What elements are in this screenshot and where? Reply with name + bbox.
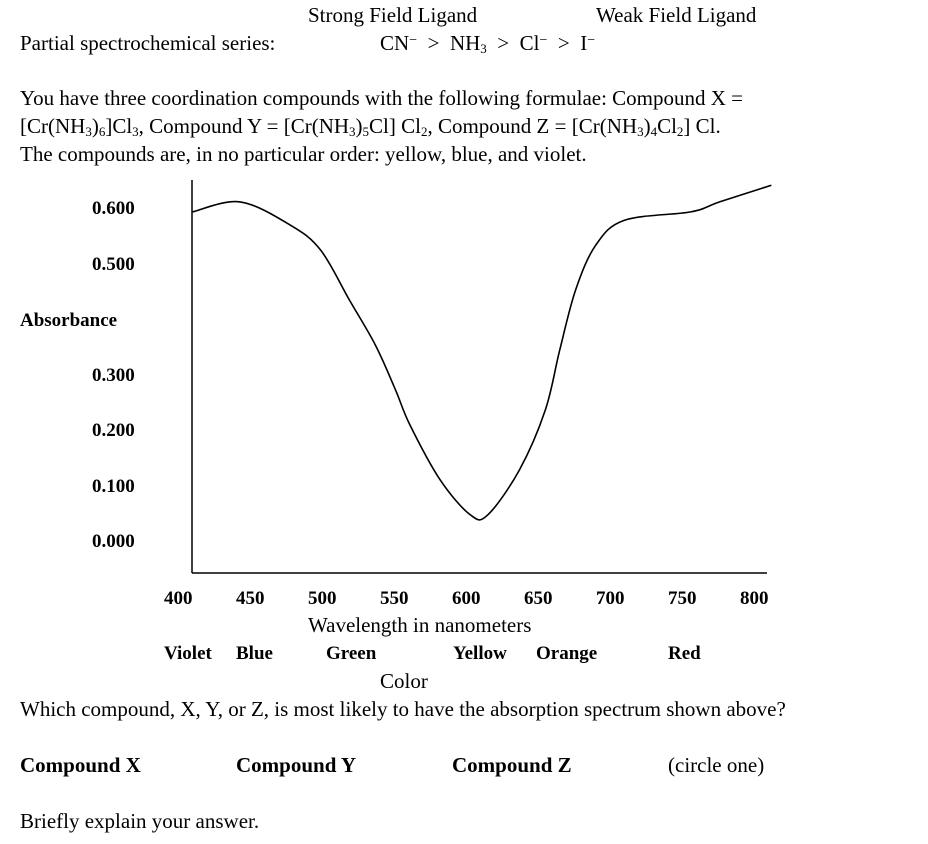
- spectrochemical-series: CN− > NH3 > Cl− > I−: [380, 31, 596, 56]
- subscript: 3: [132, 124, 139, 139]
- color-green: Green: [326, 643, 377, 664]
- formula-text: , Compound Y = [Cr(NH: [138, 114, 350, 138]
- absorbance-curve: [192, 184, 772, 521]
- explain-prompt: Briefly explain your answer.: [20, 809, 260, 833]
- question: Which compound, X, Y, or Z, is most like…: [20, 697, 786, 721]
- x-tick-label: 750: [668, 588, 697, 609]
- formula-text: [Cr(NH: [20, 114, 86, 138]
- ligand-nh3: NH3: [449, 31, 487, 56]
- formula-text: Cl: [657, 114, 677, 138]
- choice-compound-z[interactable]: Compound Z: [452, 753, 572, 777]
- x-tick-label: 700: [596, 588, 625, 609]
- subscript: 3: [85, 124, 92, 139]
- intro-line-3: The compounds are, in no particular orde…: [20, 142, 587, 166]
- y-tick-label: 0.100: [92, 475, 135, 497]
- color-label: Color: [380, 669, 428, 693]
- x-tick-label: 550: [380, 588, 409, 609]
- gt-sign: >: [557, 31, 570, 55]
- x-tick-label: 500: [308, 588, 337, 609]
- subscript: 3: [637, 124, 644, 139]
- subscript: 6: [98, 124, 106, 139]
- color-red: Red: [668, 643, 701, 664]
- choice-compound-x[interactable]: Compound X: [20, 753, 141, 777]
- y-tick-label: 0.300: [92, 364, 135, 386]
- x-tick-label: 650: [524, 588, 553, 609]
- formula-text: , Compound Z = [Cr(NH: [427, 114, 638, 138]
- formula-text: ]Cl: [105, 114, 133, 138]
- color-orange: Orange: [536, 643, 598, 664]
- intro-line-2: [Cr(NH3)6]Cl3, Compound Y = [Cr(NH3)5Cl]…: [20, 114, 721, 139]
- color-violet: Violet: [164, 643, 212, 664]
- subscript: 2: [676, 124, 684, 139]
- y-tick-label: 0.200: [92, 420, 135, 441]
- subscript: 4: [650, 124, 658, 139]
- strong-field-label: Strong Field Ligand: [308, 3, 478, 27]
- weak-field-label: Weak Field Ligand: [596, 3, 757, 27]
- color-yellow: Yellow: [453, 643, 507, 664]
- y-tick-label: 0.000: [92, 531, 135, 552]
- gt-sign: >: [497, 31, 510, 55]
- intro-line-1: You have three coordination compounds wi…: [20, 86, 744, 110]
- formula-text: ] Cl.: [683, 114, 721, 138]
- formula-text: ): [355, 114, 363, 138]
- y-tick-label: 0.500: [92, 253, 135, 275]
- formula-text: ): [643, 114, 651, 138]
- x-tick-label: 400: [164, 588, 193, 609]
- formula-text: ): [91, 114, 99, 138]
- color-blue: Blue: [236, 643, 273, 664]
- x-tick-label: 450: [236, 588, 265, 609]
- subscript: 3: [349, 124, 356, 139]
- y-tick-label: 0.600: [92, 198, 135, 219]
- gt-sign: >: [427, 31, 440, 55]
- subscript: 2: [420, 124, 428, 139]
- x-axis-label: Wavelength in nanometers: [308, 613, 532, 637]
- ligand-cl: Cl−: [519, 31, 548, 55]
- y-axis-label: Absorbance: [20, 310, 118, 331]
- choice-compound-y[interactable]: Compound Y: [236, 753, 357, 777]
- x-tick-label: 600: [452, 588, 481, 609]
- choice-hint: (circle one): [668, 753, 765, 777]
- formula-text: Cl] Cl: [369, 114, 421, 138]
- ligand-cn: CN−: [380, 31, 418, 55]
- x-tick-label: 800: [740, 588, 769, 609]
- series-label: Partial spectrochemical series:: [20, 31, 276, 55]
- subscript: 5: [362, 124, 370, 139]
- ligand-i: I−: [580, 31, 596, 55]
